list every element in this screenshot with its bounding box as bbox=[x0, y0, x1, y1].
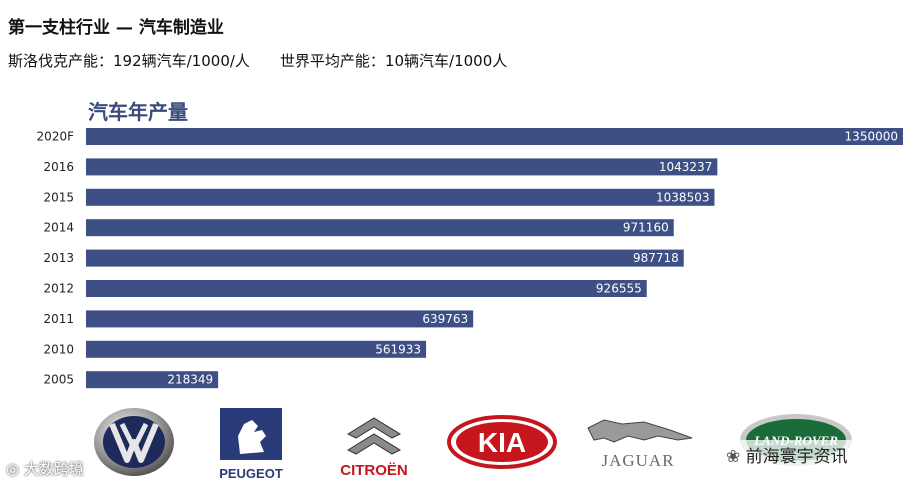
bar bbox=[86, 158, 718, 176]
chart-title: 汽车年产量 bbox=[88, 100, 188, 124]
logo-strip: PEUGEOT CITROËN KIA JAGUAR LAND-ROVER ◎ … bbox=[0, 400, 924, 489]
value-label: 218349 bbox=[167, 373, 213, 387]
page-heading: 第一支柱行业 — 汽车制造业 bbox=[8, 18, 224, 38]
peugeot-logo-text: PEUGEOT bbox=[219, 466, 283, 481]
citroen-logo-text: CITROËN bbox=[340, 462, 408, 479]
volkswagen-logo bbox=[94, 408, 174, 476]
wechat-icon: ❀ bbox=[726, 447, 741, 467]
watermark-left-icon: ◎ bbox=[6, 460, 20, 478]
value-label: 926555 bbox=[596, 282, 642, 296]
category-label: 2010 bbox=[43, 342, 74, 356]
value-label: 1038503 bbox=[656, 190, 709, 204]
bar bbox=[86, 188, 715, 206]
watermark-left: ◎ 大数跨境 bbox=[6, 458, 84, 479]
category-label: 2020F bbox=[37, 130, 75, 144]
watermark-left-text: 大数跨境 bbox=[23, 460, 84, 478]
watermark-right: ❀ 前海寰宇资讯 bbox=[722, 440, 852, 469]
czech-capacity: 斯洛伐克产能：192辆汽车/1000/人 bbox=[8, 52, 250, 70]
value-label: 1043237 bbox=[659, 160, 712, 174]
category-label: 2011 bbox=[43, 312, 74, 326]
world-capacity: 世界平均产能：10辆汽车/1000人 bbox=[279, 52, 508, 70]
bar bbox=[86, 128, 903, 145]
value-label: 639763 bbox=[422, 312, 468, 326]
category-label: 2015 bbox=[43, 190, 74, 204]
category-label: 2016 bbox=[43, 160, 74, 174]
jaguar-logo: JAGUAR bbox=[587, 419, 693, 470]
citroen-logo: CITROËN bbox=[340, 417, 408, 479]
value-label: 971160 bbox=[623, 221, 669, 235]
peugeot-logo: PEUGEOT bbox=[219, 408, 283, 481]
value-label: 1350000 bbox=[845, 130, 898, 144]
bar bbox=[86, 249, 684, 267]
bar bbox=[86, 280, 647, 297]
jaguar-logo-text: JAGUAR bbox=[601, 451, 674, 470]
value-label: 987718 bbox=[633, 251, 679, 265]
watermark-right-text: 前海寰宇资讯 bbox=[745, 447, 848, 467]
category-label: 2013 bbox=[43, 251, 74, 265]
value-label: 561933 bbox=[375, 342, 421, 356]
category-label: 2012 bbox=[43, 282, 74, 296]
bar bbox=[86, 371, 219, 389]
bar bbox=[86, 340, 427, 358]
category-label: 2005 bbox=[43, 373, 74, 387]
bar bbox=[86, 310, 474, 328]
bar-chart: 2020F 1350000 2016 1043237 2015 1038503 2014 97… bbox=[37, 128, 903, 389]
category-label: 2014 bbox=[43, 221, 74, 235]
bar bbox=[86, 219, 674, 237]
kia-logo: KIA bbox=[447, 415, 557, 469]
capacity-stats: 斯洛伐克产能：192辆汽车/1000/人 世界平均产能：10辆汽车/1000人 bbox=[8, 50, 507, 71]
kia-logo-text: KIA bbox=[478, 427, 526, 458]
